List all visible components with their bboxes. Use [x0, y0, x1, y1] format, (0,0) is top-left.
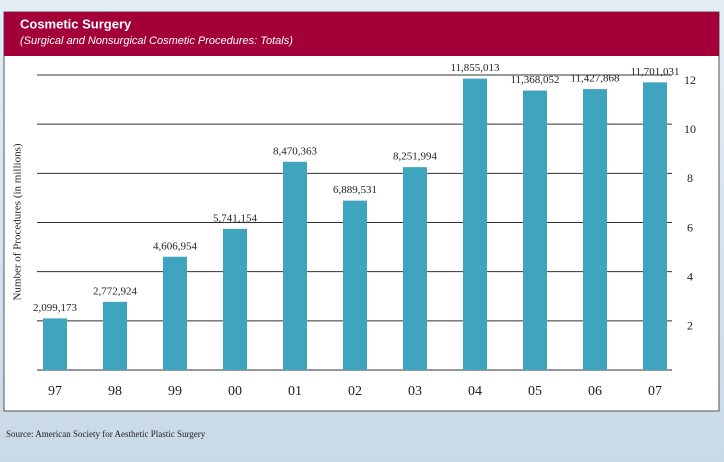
bar	[283, 161, 307, 370]
x-tick-label: 07	[648, 384, 662, 399]
bar	[583, 89, 607, 370]
value-label: 2,772,924	[93, 285, 138, 297]
bar	[343, 200, 367, 370]
x-tick-label: 99	[168, 384, 182, 399]
y-tick-label: 2	[687, 319, 693, 333]
bar	[223, 228, 247, 370]
value-label: 6,889,531	[333, 184, 377, 196]
value-label: 4,606,954	[153, 240, 198, 252]
value-label: 5,741,154	[213, 212, 258, 224]
y-axis-label: Number of Procedures (in millions)	[12, 143, 24, 300]
bar	[463, 78, 487, 370]
value-label: 8,470,363	[273, 145, 318, 157]
value-label: 11,427,868	[570, 73, 620, 85]
value-label: 8,251,994	[393, 151, 438, 163]
header-band	[4, 12, 719, 56]
x-tick-label: 04	[468, 384, 482, 399]
y-tick-label: 12	[684, 73, 696, 87]
value-label: 2,099,173	[33, 302, 78, 314]
y-tick-label: 10	[684, 122, 696, 136]
value-label: 11,701,031	[630, 66, 679, 78]
x-tick-label: 05	[528, 384, 542, 399]
chart-title: Cosmetic Surgery	[20, 16, 132, 31]
y-tick-label: 6	[687, 220, 693, 234]
bar	[103, 301, 127, 370]
chart-subtitle: (Surgical and Nonsurgical Cosmetic Proce…	[20, 35, 293, 47]
value-label: 11,855,013	[450, 62, 500, 74]
x-tick-label: 02	[348, 384, 362, 399]
x-tick-label: 03	[408, 384, 422, 399]
bar	[643, 82, 667, 370]
source-note: Source: American Society for Aesthetic P…	[6, 429, 206, 439]
x-tick-label: 00	[228, 384, 242, 399]
bar	[523, 90, 547, 370]
y-tick-label: 4	[687, 269, 693, 283]
y-tick-label: 8	[687, 171, 693, 185]
x-tick-label: 01	[288, 384, 302, 399]
x-tick-label: 97	[48, 384, 62, 399]
x-tick-label: 06	[588, 384, 602, 399]
bar	[163, 256, 187, 370]
bar	[403, 167, 427, 370]
x-tick-label: 98	[108, 384, 122, 399]
bar	[43, 318, 67, 370]
value-label: 11,368,052	[510, 74, 559, 86]
